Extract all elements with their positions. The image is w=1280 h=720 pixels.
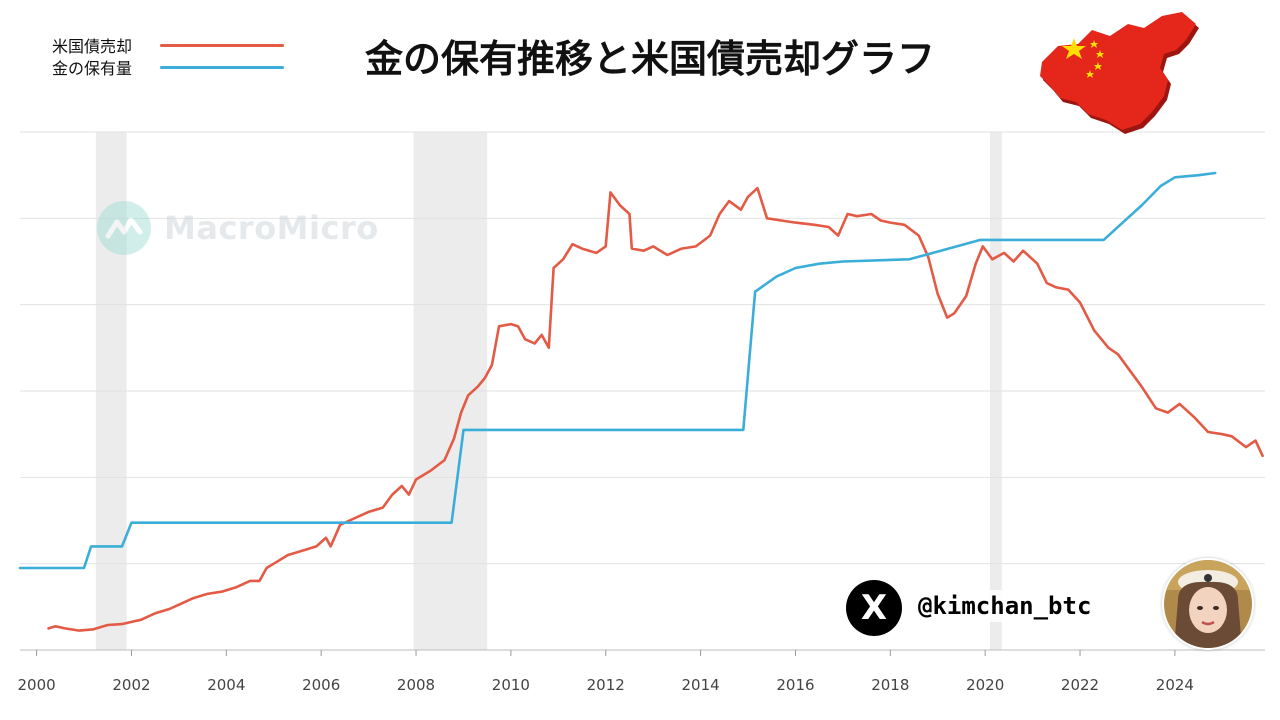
chart-title: 金の保有推移と米国債売却グラフ (364, 37, 935, 81)
watermark: MacroMicro (96, 200, 379, 256)
grid-lines (20, 131, 1265, 651)
social-handle: @kimchan_btc (914, 590, 1096, 622)
x-tick-label: 2016 (776, 676, 814, 694)
legend-label-treasury: 米国債売却 (52, 37, 133, 56)
avatar (1162, 558, 1254, 650)
x-tick-label: 2000 (18, 676, 56, 694)
x-tick-label: 2020 (966, 676, 1004, 694)
legend-swatch-gold (160, 65, 284, 69)
x-tick-label: 2012 (587, 676, 625, 694)
x-tick-label: 2022 (1061, 676, 1099, 694)
x-axis-ticks: 2000 2002 2004 2006 2008 2010 2012 2014 2016 2018… (18, 650, 1194, 694)
avatar-portrait-icon (1164, 560, 1252, 648)
legend-swatch-treasury (160, 43, 284, 47)
legend: 米国債売却 金の保有量 (52, 34, 284, 78)
x-tick-label: 2014 (682, 676, 720, 694)
macromicro-logo-icon (97, 201, 151, 255)
x-tick-label: 2008 (397, 676, 435, 694)
legend-item: 金の保有量 (52, 56, 284, 78)
x-tick-label: 2024 (1156, 676, 1194, 694)
series-group (18, 171, 1264, 632)
legend-item: 米国債売却 (52, 34, 284, 56)
x-tick-label: 2006 (302, 676, 340, 694)
x-tick-label: 2018 (871, 676, 909, 694)
x-tick-label: 2002 (112, 676, 150, 694)
china-flag-map-icon (1040, 12, 1199, 134)
legend-label-gold: 金の保有量 (52, 59, 133, 78)
series-line-treasury (47, 186, 1264, 632)
series-line-gold (18, 171, 1217, 570)
x-tick-label: 2010 (492, 676, 530, 694)
x-tick-label: 2004 (207, 676, 245, 694)
x-logo-icon: X (846, 580, 902, 636)
watermark-text: MacroMicro (164, 209, 379, 247)
